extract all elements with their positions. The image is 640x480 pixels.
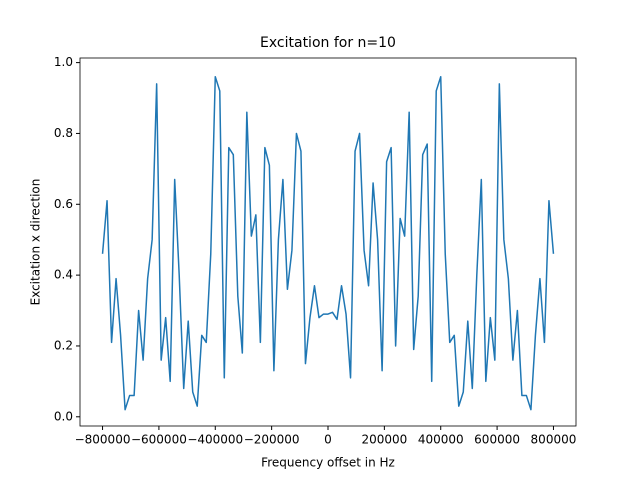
x-tick-label: 800000: [531, 433, 577, 447]
x-tick-label: −800000: [75, 433, 131, 447]
x-tick-label: 400000: [418, 433, 464, 447]
x-axis-label: Frequency offset in Hz: [261, 456, 395, 470]
x-tick-label: −400000: [187, 433, 243, 447]
x-tick-label: 600000: [474, 433, 520, 447]
x-tick-label: −600000: [131, 433, 187, 447]
y-tick-label: 0.2: [54, 338, 73, 352]
y-tick-label: 0.4: [54, 268, 73, 282]
y-tick-label: 1.0: [54, 55, 73, 69]
x-tick-label: 0: [324, 433, 332, 447]
x-tick-label: 200000: [361, 433, 407, 447]
y-tick-label: 0.6: [54, 197, 73, 211]
y-tick-label: 0.8: [54, 126, 73, 140]
y-tick-label: 0.0: [54, 409, 73, 423]
y-axis-label: Excitation x direction: [29, 179, 43, 306]
x-tick-label: −200000: [244, 433, 300, 447]
plot-frame: [79, 57, 577, 427]
data-line: [101, 76, 555, 411]
chart-title: Excitation for n=10: [260, 35, 396, 51]
